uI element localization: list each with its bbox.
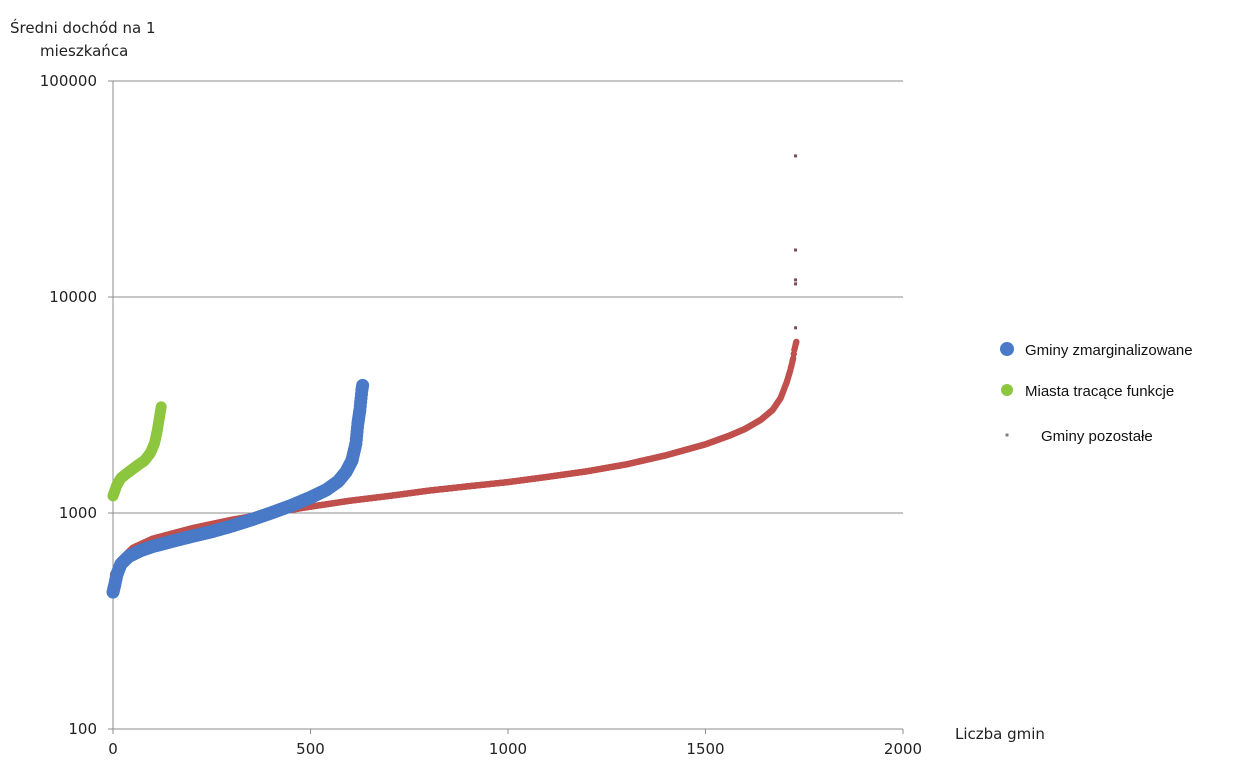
legend-item-miasta-tracace-funkcje: Miasta tracące funkcje [1001, 383, 1174, 400]
legend-label: Miasta tracące funkcje [1025, 383, 1174, 400]
outlier-point [794, 326, 798, 330]
outlier-point [794, 282, 798, 286]
legend-item-gminy-pozostale: Gminy pozostałe [1005, 428, 1153, 445]
data-point [356, 378, 370, 392]
y-tick-label: 100 [68, 720, 97, 738]
y-axis-title-line-2: mieszkańca [40, 42, 128, 60]
data-point [155, 401, 167, 413]
plot-area [106, 154, 800, 599]
y-axis-title-line-1: Średni dochód na 1 [10, 18, 155, 37]
legend-marker-blue [1000, 342, 1014, 356]
x-tick-label: 1500 [686, 740, 724, 758]
data-point [793, 338, 800, 346]
series-2 [109, 338, 800, 578]
outlier-points [794, 154, 798, 330]
x-tick-label: 500 [296, 740, 325, 758]
outlier-point [794, 248, 798, 252]
x-axis-title: Liczba gmin [955, 725, 1045, 743]
legend-item-gminy-zmarginalizowane: Gminy zmarginalizowane [1000, 342, 1193, 359]
legend-marker-small [1005, 433, 1009, 437]
y-tick-label: 10000 [49, 288, 97, 306]
axes [108, 80, 904, 734]
x-tick-label: 1000 [489, 740, 527, 758]
outlier-point [794, 154, 798, 158]
outlier-point [794, 278, 798, 282]
legend: Gminy zmarginalizowane Miasta tracące fu… [1000, 342, 1193, 445]
legend-label: Gminy zmarginalizowane [1025, 342, 1193, 359]
y-tick-label: 1000 [59, 504, 97, 522]
y-tick-label: 100000 [40, 72, 97, 90]
x-tick-label: 2000 [884, 740, 922, 758]
legend-marker-green [1001, 384, 1013, 396]
x-tick-label: 0 [108, 740, 118, 758]
series-0 [106, 378, 370, 599]
legend-label: Gminy pozostałe [1041, 428, 1153, 445]
gridlines [113, 80, 903, 514]
tick-labels: 100 1000 10000 100000 0 500 1000 1500 2000 [40, 72, 922, 758]
series-1 [107, 401, 167, 502]
axis-titles: Średni dochód na 1 mieszkańca Liczba gmi… [10, 18, 1045, 743]
